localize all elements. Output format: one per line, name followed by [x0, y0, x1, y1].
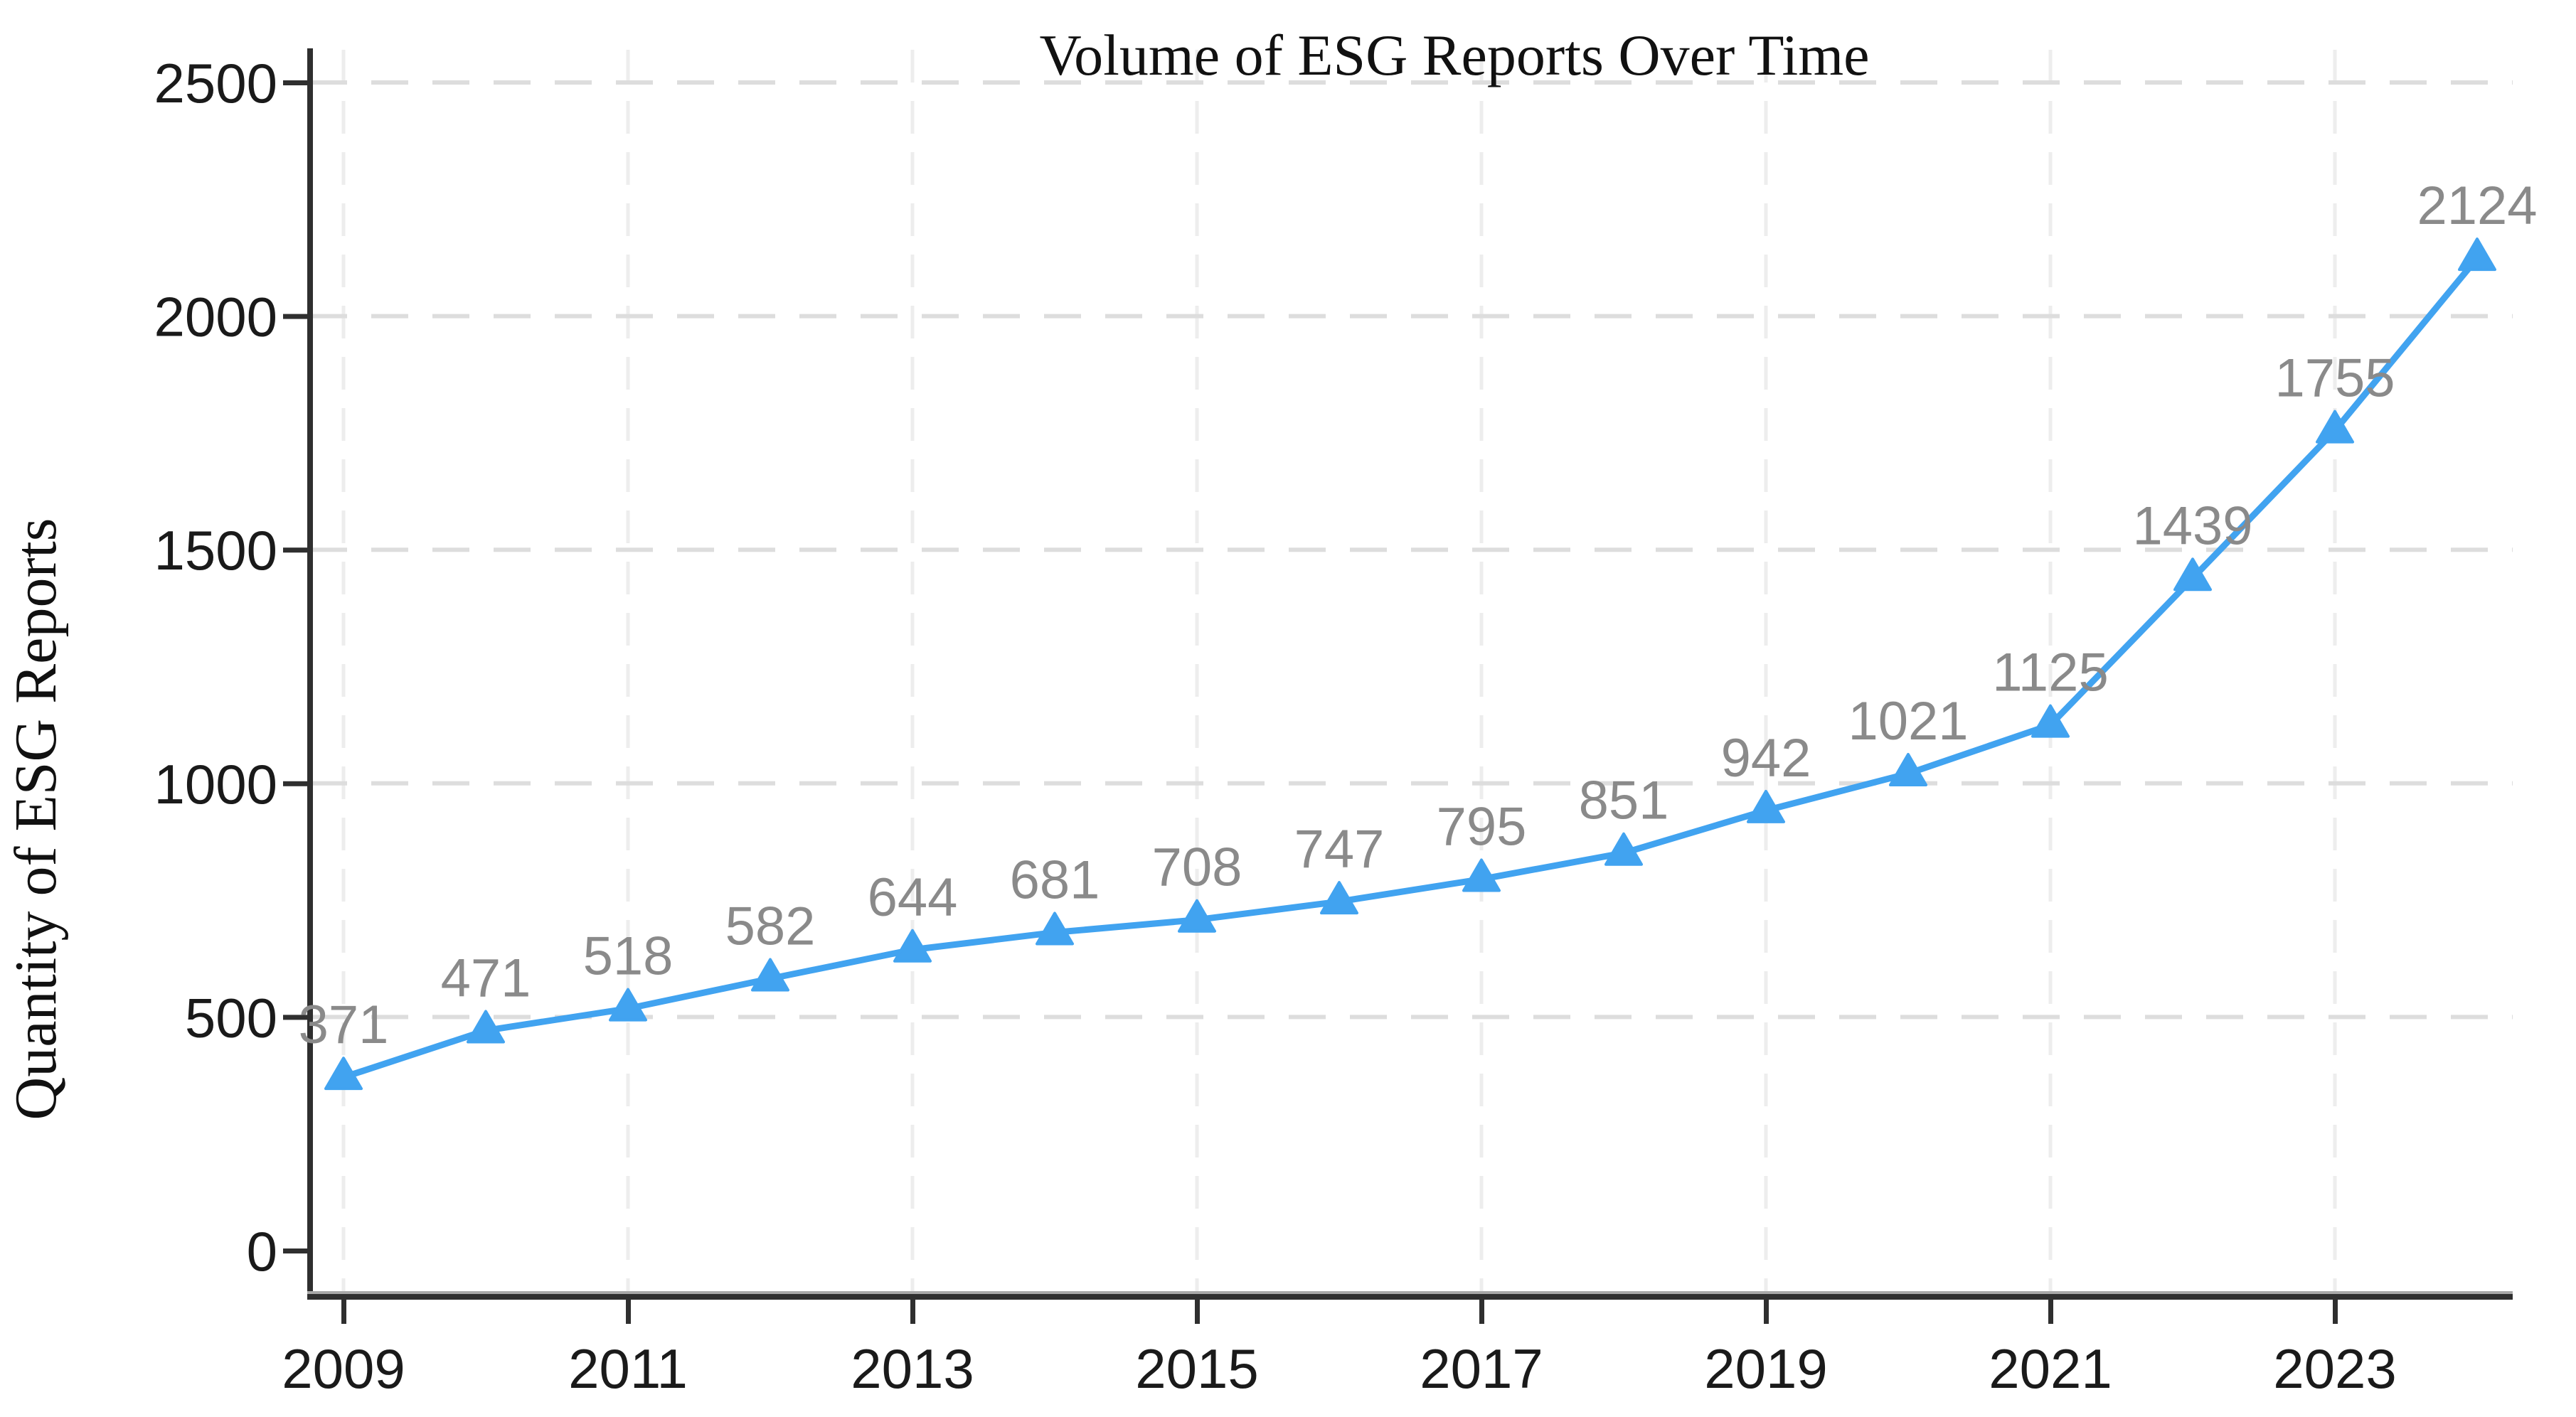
y-tick-mark [283, 547, 307, 553]
data-point-marker [2173, 557, 2212, 592]
data-point-label: 1755 [2274, 348, 2395, 409]
x-tick-label: 2023 [2273, 1337, 2397, 1400]
y-tick-mark [283, 314, 307, 319]
y-tick-label: 0 [247, 1220, 277, 1283]
data-point-marker [467, 1010, 505, 1044]
x-tick-labels: 2009 2011 2013 2015 2017 2019 2021 2023 [282, 1337, 2397, 1400]
data-point-marker [324, 1057, 363, 1091]
x-tick-mark [626, 1300, 631, 1324]
y-tick-label: 2000 [154, 286, 277, 348]
y-tick-label: 2500 [154, 52, 277, 114]
series-line [340, 255, 2481, 1081]
chart-title: Volume of ESG Reports Over Time [1039, 23, 1869, 87]
data-point-marker [1320, 881, 1358, 915]
gridlines-horizontal [310, 80, 2513, 1020]
gridlines-vertical [341, 50, 2337, 1293]
data-point-label: 2124 [2417, 176, 2537, 236]
data-point-marker [2031, 704, 2070, 738]
x-axis-line [307, 1294, 2513, 1300]
data-point-label: 518 [583, 926, 674, 987]
data-point-label: 851 [1579, 771, 1669, 831]
series-markers-group [324, 237, 2496, 1091]
data-point-marker [609, 988, 647, 1022]
x-tick-label: 2015 [1135, 1337, 1259, 1400]
data-point-marker [893, 929, 932, 963]
x-tick-label: 2009 [282, 1337, 405, 1400]
axes [283, 48, 2513, 1324]
data-point-label: 471 [441, 948, 531, 1008]
x-tick-label: 2019 [1704, 1337, 1828, 1400]
y-tick-label: 500 [185, 986, 277, 1049]
x-tick-label: 2013 [851, 1337, 974, 1400]
data-point-label: 747 [1294, 819, 1385, 879]
x-tick-label: 2021 [1989, 1337, 2112, 1400]
data-point-label: 1125 [1992, 643, 2108, 703]
data-point-marker [1178, 899, 1216, 933]
data-point-label: 644 [868, 867, 958, 928]
x-tick-mark [1764, 1300, 1769, 1324]
x-tick-mark [2048, 1300, 2053, 1324]
data-point-marker [2316, 410, 2354, 444]
x-tick-mark [1479, 1300, 1484, 1324]
data-point-marker [1036, 911, 1074, 946]
x-axis-highlight-line [307, 1291, 2513, 1294]
y-tick-mark [283, 1248, 307, 1253]
data-point-label: 1439 [2132, 496, 2252, 556]
data-point-marker [751, 958, 789, 992]
y-tick-mark [283, 781, 307, 786]
data-point-label: 371 [299, 995, 389, 1055]
y-tick-mark [283, 80, 307, 85]
y-tick-labels: 0 500 1000 1500 2000 2500 [154, 52, 277, 1283]
x-tick-mark [2333, 1300, 2338, 1324]
x-tick-mark [341, 1300, 346, 1324]
x-tick-mark [1195, 1300, 1200, 1324]
y-axis-line [307, 48, 313, 1300]
x-tick-mark [910, 1300, 915, 1324]
data-point-label: 1021 [1848, 691, 1968, 752]
data-point-marker [1747, 789, 1785, 823]
data-labels-group: 371 471 518 582 644 681 708 747 795 851 942 1021 112… [299, 176, 2538, 1055]
data-point-label: 582 [725, 897, 816, 957]
data-point-label: 795 [1437, 797, 1527, 857]
y-tick-mark [283, 1015, 307, 1020]
x-tick-label: 2017 [1420, 1337, 1543, 1400]
data-point-marker [1462, 858, 1501, 892]
data-point-marker [1889, 753, 1927, 786]
data-point-label: 708 [1152, 838, 1242, 898]
y-axis-title: Quantity of ESG Reports [3, 518, 69, 1121]
x-tick-label: 2011 [568, 1337, 688, 1400]
y-tick-label: 1000 [154, 753, 277, 816]
data-point-marker [2458, 237, 2496, 272]
data-point-label: 681 [1010, 850, 1100, 910]
data-point-label: 942 [1721, 728, 1811, 788]
series-line-group [340, 255, 2481, 1081]
data-point-marker [1604, 832, 1643, 866]
y-tick-label: 1500 [154, 519, 277, 582]
